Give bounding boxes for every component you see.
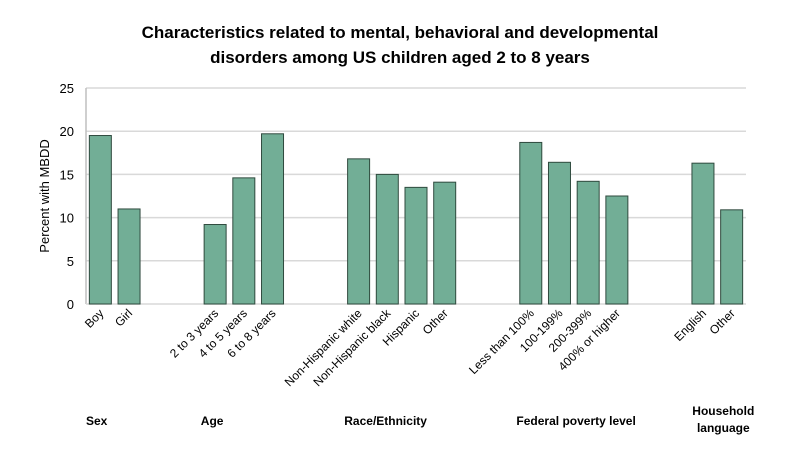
bar (547, 161, 571, 305)
y-tick-label: 25 (60, 81, 74, 96)
y-tick-label: 20 (60, 124, 74, 139)
x-tick-label: Other (420, 306, 451, 337)
bar (232, 177, 256, 305)
bar (576, 180, 600, 305)
x-tick-label: Girl (112, 306, 135, 329)
bar (375, 173, 399, 305)
bar (605, 195, 629, 305)
bar (88, 135, 112, 305)
group-label: Federal poverty level (516, 414, 635, 428)
bar (347, 158, 371, 305)
bar (519, 141, 543, 305)
bar (117, 208, 141, 305)
y-tick-label: 0 (67, 297, 74, 312)
bar (203, 224, 227, 305)
bar (261, 133, 285, 305)
bar (691, 162, 715, 305)
bar (720, 209, 744, 305)
group-label: Household (692, 404, 754, 418)
chart-title-line-2: disorders among US children aged 2 to 8 … (210, 48, 590, 67)
group-label: language (697, 421, 750, 435)
x-tick-label: Boy (82, 306, 107, 331)
y-axis-label: Percent with MBDD (37, 139, 52, 252)
chart-title-line-1: Characteristics related to mental, behav… (142, 23, 659, 42)
group-label: Age (201, 414, 224, 428)
y-tick-label: 10 (60, 211, 74, 226)
group-label: Race/Ethnicity (344, 414, 427, 428)
x-tick-label: English (671, 306, 709, 344)
bar (433, 181, 457, 305)
bar (404, 186, 428, 305)
y-tick-label: 5 (67, 254, 74, 269)
y-tick-label: 15 (60, 167, 74, 182)
group-label: Sex (86, 414, 108, 428)
x-tick-label: Other (707, 306, 738, 337)
